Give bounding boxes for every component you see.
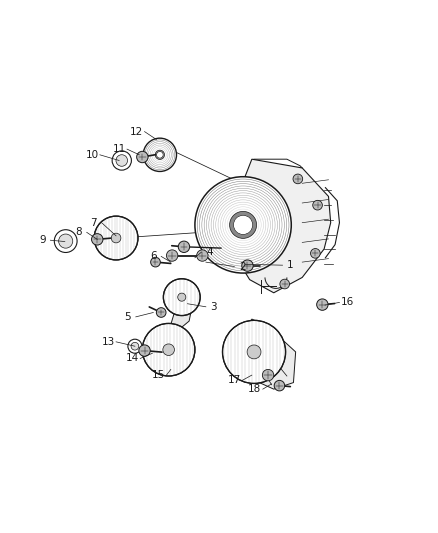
Text: 11: 11 bbox=[113, 144, 126, 154]
Text: 13: 13 bbox=[102, 337, 115, 347]
Circle shape bbox=[155, 150, 165, 159]
Circle shape bbox=[195, 177, 291, 273]
Circle shape bbox=[163, 344, 174, 356]
Text: 8: 8 bbox=[75, 228, 82, 237]
Circle shape bbox=[59, 234, 73, 248]
Circle shape bbox=[112, 151, 131, 170]
Circle shape bbox=[293, 174, 303, 184]
Circle shape bbox=[139, 345, 150, 356]
Circle shape bbox=[54, 230, 77, 253]
Circle shape bbox=[111, 233, 121, 243]
Text: 6: 6 bbox=[150, 252, 157, 261]
Text: 12: 12 bbox=[130, 127, 143, 136]
Circle shape bbox=[197, 250, 208, 261]
Circle shape bbox=[230, 212, 257, 238]
Circle shape bbox=[128, 339, 142, 353]
Circle shape bbox=[131, 342, 139, 350]
Circle shape bbox=[223, 320, 286, 383]
Circle shape bbox=[166, 250, 178, 261]
Circle shape bbox=[311, 248, 320, 258]
Circle shape bbox=[247, 345, 261, 359]
Text: 15: 15 bbox=[152, 370, 165, 380]
Circle shape bbox=[178, 293, 186, 301]
Text: 16: 16 bbox=[341, 297, 354, 308]
Text: 9: 9 bbox=[39, 235, 46, 245]
Circle shape bbox=[142, 324, 195, 376]
Circle shape bbox=[137, 151, 148, 163]
Text: 3: 3 bbox=[210, 302, 217, 312]
Circle shape bbox=[156, 308, 166, 317]
Circle shape bbox=[116, 155, 127, 166]
Text: 17: 17 bbox=[228, 375, 241, 385]
Circle shape bbox=[94, 216, 138, 260]
Circle shape bbox=[280, 279, 290, 289]
Text: 5: 5 bbox=[124, 312, 131, 322]
Polygon shape bbox=[171, 294, 191, 330]
Circle shape bbox=[143, 138, 177, 172]
Circle shape bbox=[163, 279, 200, 316]
Circle shape bbox=[178, 241, 190, 253]
Polygon shape bbox=[232, 159, 331, 293]
Text: 18: 18 bbox=[248, 384, 261, 394]
Circle shape bbox=[92, 233, 103, 245]
Polygon shape bbox=[237, 319, 296, 389]
Circle shape bbox=[242, 260, 253, 271]
Text: 4: 4 bbox=[206, 247, 213, 257]
Circle shape bbox=[317, 299, 328, 310]
Text: 1: 1 bbox=[287, 260, 294, 270]
Circle shape bbox=[274, 381, 285, 391]
Circle shape bbox=[156, 151, 163, 158]
Circle shape bbox=[262, 369, 274, 381]
Text: 10: 10 bbox=[85, 150, 99, 160]
Text: 7: 7 bbox=[90, 217, 97, 228]
Text: 14: 14 bbox=[126, 353, 139, 364]
Text: 2: 2 bbox=[239, 262, 246, 271]
Circle shape bbox=[151, 257, 160, 267]
Circle shape bbox=[233, 215, 253, 235]
Circle shape bbox=[313, 200, 322, 210]
